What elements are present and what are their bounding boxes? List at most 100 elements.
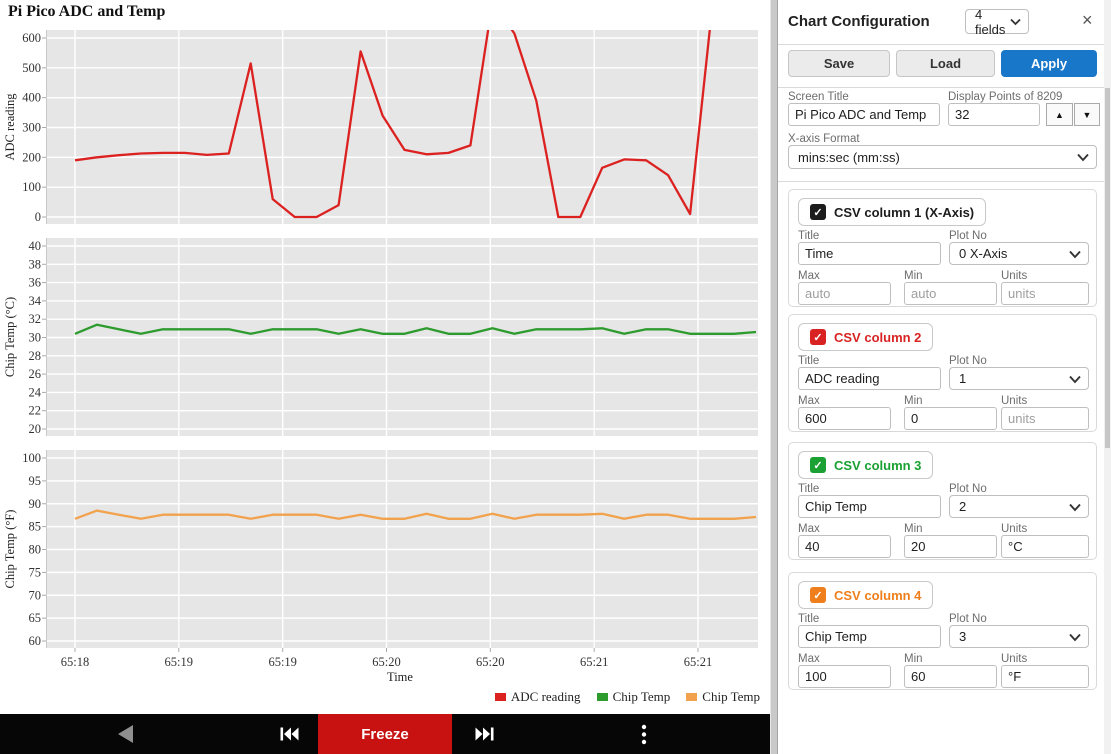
min-input[interactable] <box>904 665 997 688</box>
svg-text:20: 20 <box>29 422 42 436</box>
field-label: Plot No <box>949 355 987 367</box>
fields-count-select[interactable]: 4 fields <box>965 7 1029 37</box>
chevron-down-icon <box>1069 250 1081 258</box>
display-points-decrement-icon[interactable]: ▼ <box>1074 103 1100 126</box>
close-icon[interactable]: × <box>1082 10 1093 30</box>
xaxis-format-value: mins:sec (mm:ss) <box>798 149 900 165</box>
legend-swatch <box>686 693 698 701</box>
field-label: Max <box>798 653 820 665</box>
csv-column-checkbox[interactable]: ✓ <box>810 457 826 473</box>
csv-title-input[interactable] <box>798 495 941 518</box>
plot-no-select-value: 2 <box>959 499 967 514</box>
pane-divider-scrollbar[interactable] <box>770 0 778 754</box>
min-input[interactable] <box>904 407 997 430</box>
csv-column-checkbox[interactable]: ✓ <box>810 329 826 345</box>
svg-text:32: 32 <box>29 312 42 326</box>
svg-text:300: 300 <box>22 121 41 135</box>
plot-no-select[interactable]: 3 <box>949 625 1089 648</box>
svg-text:80: 80 <box>29 543 42 557</box>
divider <box>778 181 1104 182</box>
csv-column-box-2: ✓ CSV column 2 Title Plot No 1 Max Min Units <box>788 314 1097 432</box>
units-input[interactable] <box>1001 665 1089 688</box>
svg-text:75: 75 <box>29 565 42 579</box>
csv-title-input[interactable] <box>798 242 941 265</box>
max-input[interactable] <box>798 665 891 688</box>
csv-column-chip: ✓ CSV column 3 <box>798 451 934 479</box>
csv-column-name: CSV column 4 <box>834 587 922 603</box>
csv-column-box-4: ✓ CSV column 4 Title Plot No 3 Max Min Units <box>788 572 1097 690</box>
max-input[interactable] <box>798 535 891 558</box>
max-input[interactable] <box>798 407 891 430</box>
y-axis-title: ADC reading <box>3 93 17 161</box>
field-label: Max <box>798 270 820 282</box>
plot-no-select[interactable]: 0 X-Axis <box>949 242 1089 265</box>
legend-item: ADC reading <box>494 689 581 705</box>
min-input[interactable] <box>904 535 997 558</box>
field-label: Title <box>798 355 820 367</box>
svg-text:85: 85 <box>29 520 42 534</box>
xaxis-format-select[interactable]: mins:sec (mm:ss) <box>788 145 1097 169</box>
units-input[interactable] <box>1001 282 1089 305</box>
chevron-down-icon <box>1010 18 1021 25</box>
csv-column-chip: ✓ CSV column 2 <box>798 323 934 351</box>
field-label: Plot No <box>949 483 987 495</box>
panel-scrollbar-thumb[interactable] <box>1105 88 1110 448</box>
y-axis-title: Chip Temp (°C) <box>3 297 17 377</box>
csv-column-checkbox[interactable]: ✓ <box>810 587 826 603</box>
plot-no-select-value: 0 X-Axis <box>959 246 1008 261</box>
display-points-increment-icon[interactable]: ▲ <box>1046 103 1073 126</box>
field-label: Min <box>904 270 923 282</box>
freeze-button[interactable]: Freeze <box>318 714 452 754</box>
svg-text:30: 30 <box>29 331 42 345</box>
chart-legend: ADC reading Chip Temp Chip Temp <box>494 689 760 705</box>
legend-item: Chip Temp <box>686 689 760 705</box>
units-input[interactable] <box>1001 407 1089 430</box>
csv-title-input[interactable] <box>798 367 941 390</box>
bottom-toolbar: Freeze <box>0 714 770 754</box>
display-points-input[interactable] <box>948 103 1040 126</box>
apply-button[interactable]: Apply <box>1001 50 1097 77</box>
svg-text:22: 22 <box>29 404 42 418</box>
save-button[interactable]: Save <box>788 50 890 77</box>
skip-to-start-icon[interactable] <box>280 727 299 741</box>
plot-no-select[interactable]: 1 <box>949 367 1089 390</box>
chevron-down-icon <box>1069 633 1081 641</box>
svg-text:500: 500 <box>22 61 41 75</box>
chart-plot-1: 0 100 200 300 400 500 600 ADC reading <box>3 30 758 224</box>
svg-text:40: 40 <box>29 239 42 253</box>
field-label: Title <box>798 230 820 242</box>
divider <box>778 87 1104 88</box>
chevron-down-icon <box>1069 503 1081 511</box>
csv-column-name: CSV column 2 <box>834 329 922 345</box>
screen-title-input[interactable] <box>788 103 940 126</box>
units-input[interactable] <box>1001 535 1089 558</box>
field-label: Min <box>904 523 923 535</box>
csv-column-chip: ✓ CSV column 4 <box>798 581 934 609</box>
svg-text:100: 100 <box>22 180 41 194</box>
legend-label: Chip Temp <box>612 689 671 704</box>
load-button[interactable]: Load <box>896 50 995 77</box>
x-axis-title: Time <box>387 670 413 684</box>
svg-text:65:18: 65:18 <box>61 655 89 669</box>
back-arrow-icon[interactable] <box>118 725 133 743</box>
svg-text:90: 90 <box>29 497 42 511</box>
csv-column-name: CSV column 1 (X-Axis) <box>834 204 975 220</box>
csv-title-input[interactable] <box>798 625 941 648</box>
svg-text:65:19: 65:19 <box>165 655 193 669</box>
min-input[interactable] <box>904 282 997 305</box>
svg-text:600: 600 <box>22 31 41 45</box>
csv-column-box-1: ✓ CSV column 1 (X-Axis) Title Plot No 0 X-Ax… <box>788 189 1097 307</box>
kebab-menu-icon[interactable] <box>641 724 647 745</box>
svg-text:26: 26 <box>29 367 42 381</box>
csv-column-checkbox[interactable]: ✓ <box>810 204 826 220</box>
field-label: Units <box>1001 653 1028 665</box>
plot-no-select[interactable]: 2 <box>949 495 1089 518</box>
field-label: Units <box>1001 523 1028 535</box>
skip-to-end-icon[interactable] <box>475 727 494 741</box>
max-input[interactable] <box>798 282 891 305</box>
svg-text:95: 95 <box>29 474 42 488</box>
panel-scrollbar-track[interactable] <box>1104 0 1111 754</box>
svg-text:400: 400 <box>22 91 41 105</box>
series-line-adc-reading <box>74 30 711 219</box>
